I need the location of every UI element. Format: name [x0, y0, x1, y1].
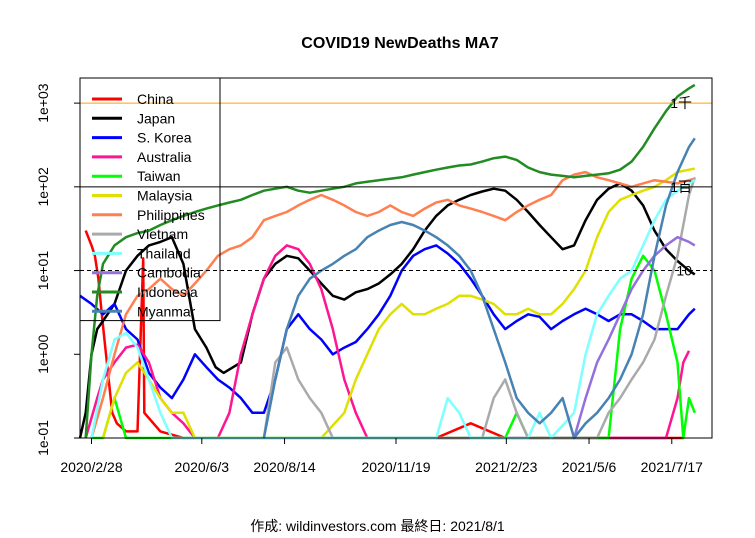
x-tick-label-3: 2020/11/19: [361, 459, 430, 475]
legend: China Japan S. Korea Australia Taiwan Malaysi…: [79, 77, 221, 322]
series-line-myanmar: [262, 137, 696, 440]
series-line-indonesia: [84, 83, 696, 439]
x-tick-label-5: 2021/5/6: [562, 459, 617, 475]
legend-label-australia: Australia: [137, 149, 192, 165]
y-tick-label-2: 1e+01: [35, 251, 51, 291]
series-line-taiwan: [91, 254, 696, 440]
series-line-vietnam: [262, 176, 696, 440]
y-tick-label-0: 1e-01: [35, 420, 51, 456]
y-axis: 1e-01 1e+00 1e+01 1e+02 1e+03: [35, 83, 80, 456]
plot-lines: [78, 83, 696, 440]
series-line-china: [84, 230, 684, 440]
y-tick-label-4: 1e+03: [35, 83, 51, 123]
series-line-cambodia: [572, 235, 696, 439]
y-tick-label-3: 1e+02: [35, 167, 51, 207]
reference-label-1: 1百: [670, 179, 692, 195]
y-tick-label-1: 1e+00: [35, 334, 51, 374]
legend-label-vietnam: Vietnam: [137, 226, 188, 242]
series-line-japan: [78, 182, 696, 439]
series-line-philippines: [90, 170, 696, 439]
legend-label-malaysia: Malaysia: [137, 188, 192, 204]
legend-label-myanmar: Myanmar: [137, 303, 196, 319]
reference-label-0: 1千: [670, 95, 692, 111]
legend-label-cambodia: Cambodia: [137, 265, 201, 281]
legend-label-indonesia: Indonesia: [137, 284, 198, 300]
footer-credit: 作成: wildinvestors.com 最終日: 2021/8/1: [250, 518, 505, 534]
reference-label-2: 10: [676, 263, 692, 279]
x-tick-label-2: 2020/8/14: [253, 459, 315, 475]
legend-label-s-korea: S. Korea: [137, 130, 192, 146]
x-tick-label-0: 2020/2/28: [60, 459, 122, 475]
series-line-thailand: [90, 179, 696, 440]
legend-label-philippines: Philippines: [137, 207, 205, 223]
series-line-malaysia: [101, 167, 696, 440]
legend-label-china: China: [137, 91, 174, 107]
legend-label-taiwan: Taiwan: [137, 168, 181, 184]
x-tick-label-1: 2020/6/3: [175, 459, 230, 475]
legend-label-japan: Japan: [137, 110, 175, 126]
x-tick-label-4: 2021/2/23: [475, 459, 537, 475]
legend-box: [79, 77, 221, 322]
legend-label-thailand: Thailand: [137, 245, 191, 261]
reference-lines: 1千 1百 10: [80, 95, 712, 279]
x-axis: 2020/2/28 2020/6/3 2020/8/14 2020/11/19 2021…: [60, 438, 703, 475]
x-tick-label-6: 2021/7/17: [641, 459, 703, 475]
chart-title: COVID19 NewDeaths MA7: [301, 35, 498, 52]
